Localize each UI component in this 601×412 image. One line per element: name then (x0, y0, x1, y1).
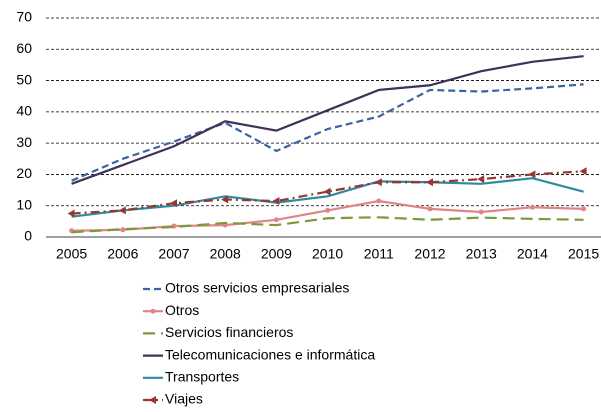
y-tick-label: 60 (16, 40, 32, 56)
point-marker (325, 207, 331, 213)
point-marker (374, 178, 382, 187)
x-tick-label: 2006 (107, 246, 138, 262)
point-marker (118, 206, 126, 215)
point-marker (478, 209, 484, 215)
legend-marker (149, 396, 156, 404)
point-marker (67, 209, 75, 218)
legend-label: Transportes (165, 369, 239, 385)
point-marker (273, 217, 279, 223)
series-line (71, 216, 584, 234)
x-tick-label: 2012 (414, 246, 445, 262)
point-marker (120, 227, 126, 233)
point-marker (323, 187, 331, 196)
legend-label: Servicios financieros (165, 324, 293, 340)
x-tick-label: 2011 (364, 246, 394, 262)
y-tick-label: 70 (16, 9, 32, 25)
y-tick-label: 50 (16, 71, 32, 87)
point-marker (170, 199, 177, 208)
y-tick-label: 10 (16, 196, 32, 212)
legend-label: Viajes (165, 391, 203, 407)
x-tick-label: 2005 (56, 246, 87, 262)
point-marker (579, 167, 587, 176)
y-tick-label: 30 (16, 134, 32, 150)
legend-label: Telecomunicaciones e informática (165, 346, 375, 362)
point-marker (581, 206, 587, 212)
point-marker (426, 178, 433, 187)
x-tick-label: 2008 (210, 246, 241, 262)
y-tick-label: 20 (16, 165, 32, 181)
x-tick-label: 2009 (261, 246, 292, 262)
legend-marker (150, 308, 156, 314)
x-tick-label: 2014 (517, 246, 548, 262)
point-marker (427, 206, 433, 212)
point-marker (376, 198, 382, 204)
x-tick-label: 2010 (312, 246, 343, 262)
point-marker (529, 204, 535, 210)
y-tick-label: 40 (16, 103, 32, 119)
point-marker (528, 170, 536, 179)
series-line (71, 177, 584, 218)
point-marker (477, 175, 485, 184)
x-tick-label: 2007 (158, 246, 189, 262)
series-line (71, 55, 584, 185)
series-line (71, 83, 584, 182)
point-marker (272, 197, 280, 206)
x-tick-label: 2015 (568, 246, 599, 262)
legend-label: Otros (165, 302, 199, 318)
x-tick-label: 2013 (466, 246, 497, 262)
legend-label: Otros servicios empresariales (165, 280, 349, 296)
point-marker (221, 195, 229, 204)
y-tick-label: 0 (24, 228, 32, 244)
